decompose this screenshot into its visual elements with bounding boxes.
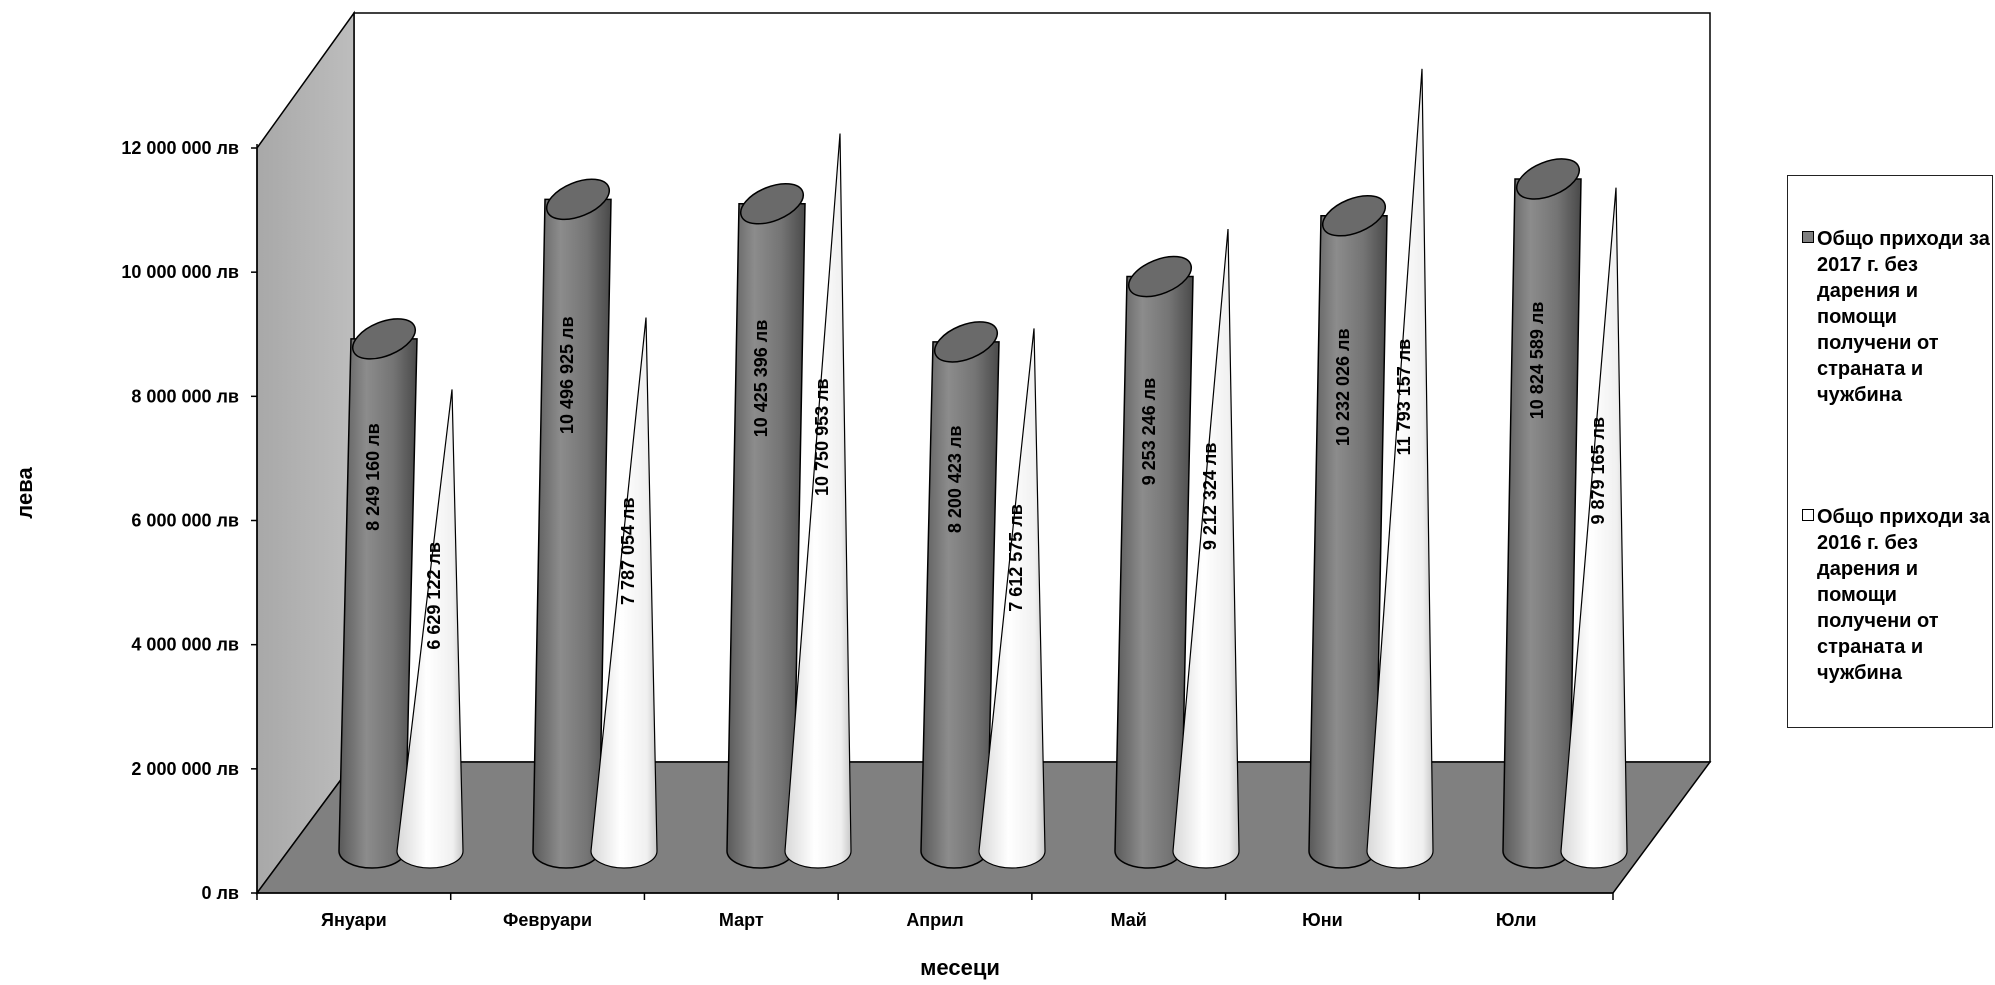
y-axis-title: лева [12,467,37,519]
bar-2017 [532,178,612,869]
x-axis-title: месеци [920,955,1000,980]
data-label-2016: 9 879 165 лв [1588,417,1608,525]
cone-2016 [1560,187,1628,869]
bar-2017-top [1515,158,1581,200]
data-label-2016: 11 793 157 лв [1394,339,1414,456]
cone-2016-body [590,317,658,869]
y-tick-label: 12 000 000 лв [121,138,239,158]
x-tick-label: Март [719,910,764,930]
data-label-2016: 9 212 324 лв [1200,443,1220,551]
cone-2016 [1366,68,1434,869]
bar-2017-top [933,321,999,363]
data-label-2017: 8 200 423 лв [945,426,965,534]
x-tick-label: Януари [321,910,387,930]
data-label-2017: 10 232 026 лв [1333,328,1353,446]
x-axis: Януари Февруари Март Април Май Юни Юли [256,892,1614,930]
bar-2017-top [545,178,611,221]
legend-label-2017: Общо приходи за 2017 г. без дарения и по… [1817,228,1990,406]
data-label-2016: 6 629 122 лв [424,542,444,650]
x-tick-label: Април [906,910,963,930]
cone-2016-body [1172,229,1240,869]
legend-swatch-2017 [1802,231,1814,243]
data-label-2017: 10 425 396 лв [751,320,771,438]
legend-label-2016: Общо приходи за 2016 г. без дарения и по… [1817,506,1990,684]
legend-swatch-2016 [1802,509,1814,521]
bar-2017 [920,321,1000,869]
cone-2016-body [396,389,464,869]
side-wall [256,10,355,896]
cone-2016 [784,133,852,869]
data-label-2017: 10 824 589 лв [1527,302,1547,420]
x-tick-label: Юни [1302,910,1343,930]
cone-2016 [1172,229,1240,869]
y-tick-label: 10 000 000 лв [121,262,239,282]
y-axis: 0 лв 2 000 000 лв 4 000 000 лв 6 000 000 лв… [121,138,258,903]
data-label-2016: 7 787 054 лв [618,497,638,605]
cone-2016-body [1366,68,1434,869]
y-tick-label: 0 лв [201,883,239,903]
bar-2017-top [351,318,417,360]
x-tick-label: Юли [1496,910,1537,930]
x-tick-label: Май [1111,910,1147,930]
data-label-2016: 7 612 575 лв [1006,504,1026,612]
cone-2016 [978,328,1046,869]
bar-2017-top [739,182,805,225]
data-label-2017: 10 496 925 лв [557,316,577,434]
y-tick-label: 8 000 000 лв [131,386,239,406]
legend-item-2017: Общо приходи за 2017 г. без дарения и по… [1802,226,1992,408]
y-tick-label: 6 000 000 лв [131,511,239,531]
bar-2017-top [1127,255,1193,298]
cone-2016 [396,389,464,869]
legend: Общо приходи за 2017 г. без дарения и по… [1787,175,1993,728]
cone-2016-body [1560,187,1628,869]
x-tick-label: Февруари [503,910,592,930]
data-label-2017: 8 249 160 лв [363,423,383,531]
data-label-2017: 9 253 246 лв [1139,378,1159,486]
cone-2016 [590,317,658,869]
data-label-2016: 10 750 953 лв [812,378,832,496]
y-tick-label: 4 000 000 лв [131,635,239,655]
legend-item-2016: Общо приходи за 2016 г. без дарения и по… [1802,504,1992,686]
y-tick-label: 2 000 000 лв [131,759,239,779]
plot-marks: 8 249 160 лв 6 629 122 лв 10 496 925 лв 7 7… [338,68,1628,869]
cone-2016-body [978,328,1046,869]
bar-2017-top [1321,194,1387,237]
cone-2016-body [784,133,852,869]
